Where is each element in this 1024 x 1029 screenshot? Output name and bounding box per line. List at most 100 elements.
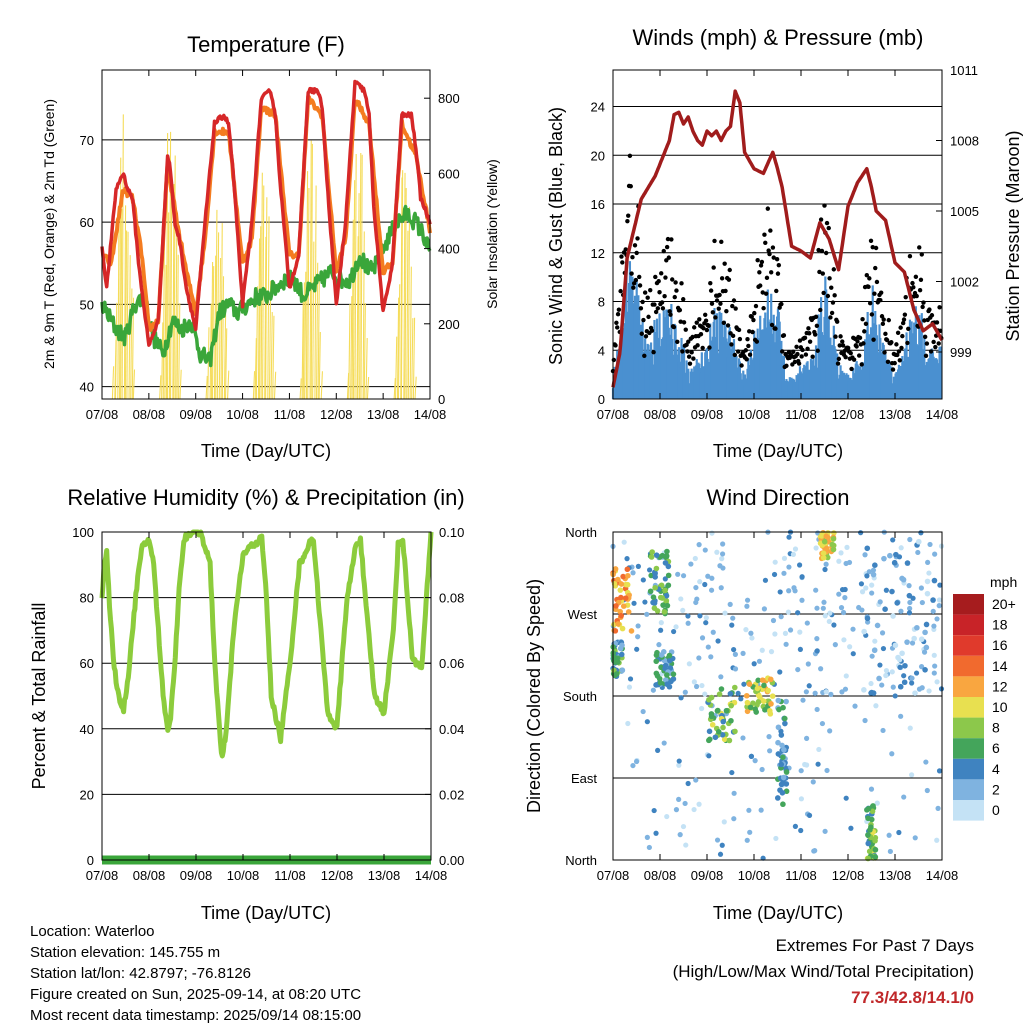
direction-point xyxy=(846,559,853,566)
insolation-spike xyxy=(173,155,176,400)
direction-point xyxy=(755,677,761,684)
temperature-xlabel: Time (Day/UTC) xyxy=(201,441,331,461)
gust-point xyxy=(689,350,694,355)
gust-point xyxy=(652,302,657,307)
direction-point xyxy=(871,647,878,654)
direction-point xyxy=(813,587,819,593)
direction-point xyxy=(823,689,829,695)
gust-point xyxy=(681,320,687,325)
gust-point xyxy=(670,277,675,282)
gust-point xyxy=(813,314,819,320)
insolation-spike xyxy=(207,327,210,400)
gust-point xyxy=(866,284,871,290)
gust-point xyxy=(615,312,621,317)
direction-point xyxy=(902,662,908,669)
gust-point xyxy=(615,325,620,330)
direction-point xyxy=(657,680,664,686)
gust-point xyxy=(831,267,837,272)
direction-point xyxy=(685,780,691,787)
direction-point xyxy=(746,807,752,813)
gust-point xyxy=(903,294,908,300)
direction-point xyxy=(644,611,650,617)
insolation-spike xyxy=(348,303,351,400)
gust-point xyxy=(747,329,752,334)
insolation-spike xyxy=(117,217,120,400)
direction-point xyxy=(662,587,668,594)
direction-point xyxy=(924,578,931,585)
gust-point xyxy=(634,250,639,256)
gust-point xyxy=(894,342,899,347)
gust-point xyxy=(663,275,668,280)
direction-point xyxy=(624,581,631,588)
gust-point xyxy=(626,213,631,218)
direction-point xyxy=(770,617,777,624)
direction-point xyxy=(883,672,889,679)
gust-point xyxy=(918,277,924,282)
gust-point xyxy=(769,322,775,328)
gust-point xyxy=(649,328,655,333)
direction-point xyxy=(869,653,875,659)
direction-point xyxy=(619,667,626,674)
gust-point xyxy=(805,346,810,352)
direction-point xyxy=(720,718,727,725)
gust-point xyxy=(719,239,724,245)
direction-point xyxy=(810,779,816,785)
direction-point xyxy=(647,588,654,595)
winds-ylabel-right: Station Pressure (Maroon) xyxy=(1003,130,1023,341)
direction-point xyxy=(879,682,885,688)
gust-point xyxy=(736,327,742,333)
direction-point xyxy=(934,616,940,622)
gust-point xyxy=(653,309,659,315)
direction-point xyxy=(898,713,904,719)
insolation-spike xyxy=(301,301,304,400)
direction-point xyxy=(901,679,908,686)
insolation-spike xyxy=(169,191,173,400)
direction-point xyxy=(923,644,930,651)
insolation-spike xyxy=(310,143,313,400)
direction-point xyxy=(906,583,912,589)
direction-point xyxy=(843,795,849,801)
gust-point xyxy=(751,317,756,323)
gust-point xyxy=(921,300,926,305)
gust-point xyxy=(633,277,639,283)
gust-point xyxy=(733,306,738,311)
direction-point xyxy=(618,594,624,601)
direction-title: Wind Direction xyxy=(706,485,849,510)
winds-right-tick-label: 1002 xyxy=(950,275,979,290)
direction-point xyxy=(787,627,794,633)
gust-point xyxy=(848,350,853,356)
extremes-box: Extremes For Past 7 Days (High/Low/Max W… xyxy=(673,933,974,1011)
gust-point xyxy=(828,315,833,320)
gust-point xyxy=(707,345,712,350)
temperature-right-tick-label: 0 xyxy=(438,392,445,407)
direction-point xyxy=(663,553,670,559)
direction-point xyxy=(924,590,931,597)
gust-point xyxy=(884,337,890,343)
direction-point xyxy=(925,559,931,566)
legend-swatch xyxy=(953,614,984,636)
gust-point xyxy=(779,301,784,307)
gust-point xyxy=(900,333,905,339)
gust-point xyxy=(685,349,690,354)
temperature-right-tick-label: 400 xyxy=(438,242,460,257)
insolation-spike xyxy=(359,153,362,400)
direction-point xyxy=(686,661,692,667)
legend-swatch xyxy=(953,697,984,718)
temperature-y-tick-label: 50 xyxy=(80,297,94,312)
direction-point xyxy=(783,769,790,775)
winds-y-tick-label: 12 xyxy=(591,246,605,261)
gust-point xyxy=(821,290,826,296)
temperature-x-tick-label: 13/08 xyxy=(367,407,400,422)
direction-point xyxy=(820,550,827,557)
direction-point xyxy=(699,682,705,689)
direction-point xyxy=(783,698,789,705)
direction-point xyxy=(727,601,733,607)
direction-point xyxy=(935,805,941,811)
direction-point xyxy=(886,832,892,838)
insolation-spike xyxy=(121,114,124,400)
direction-point xyxy=(881,555,887,562)
direction-point xyxy=(775,739,781,746)
direction-ylabel-left: Direction (Colored By Speed) xyxy=(524,579,544,813)
winds-y-tick-label: 4 xyxy=(598,343,605,358)
humidity-x-tick-label: 14/08 xyxy=(415,868,448,883)
